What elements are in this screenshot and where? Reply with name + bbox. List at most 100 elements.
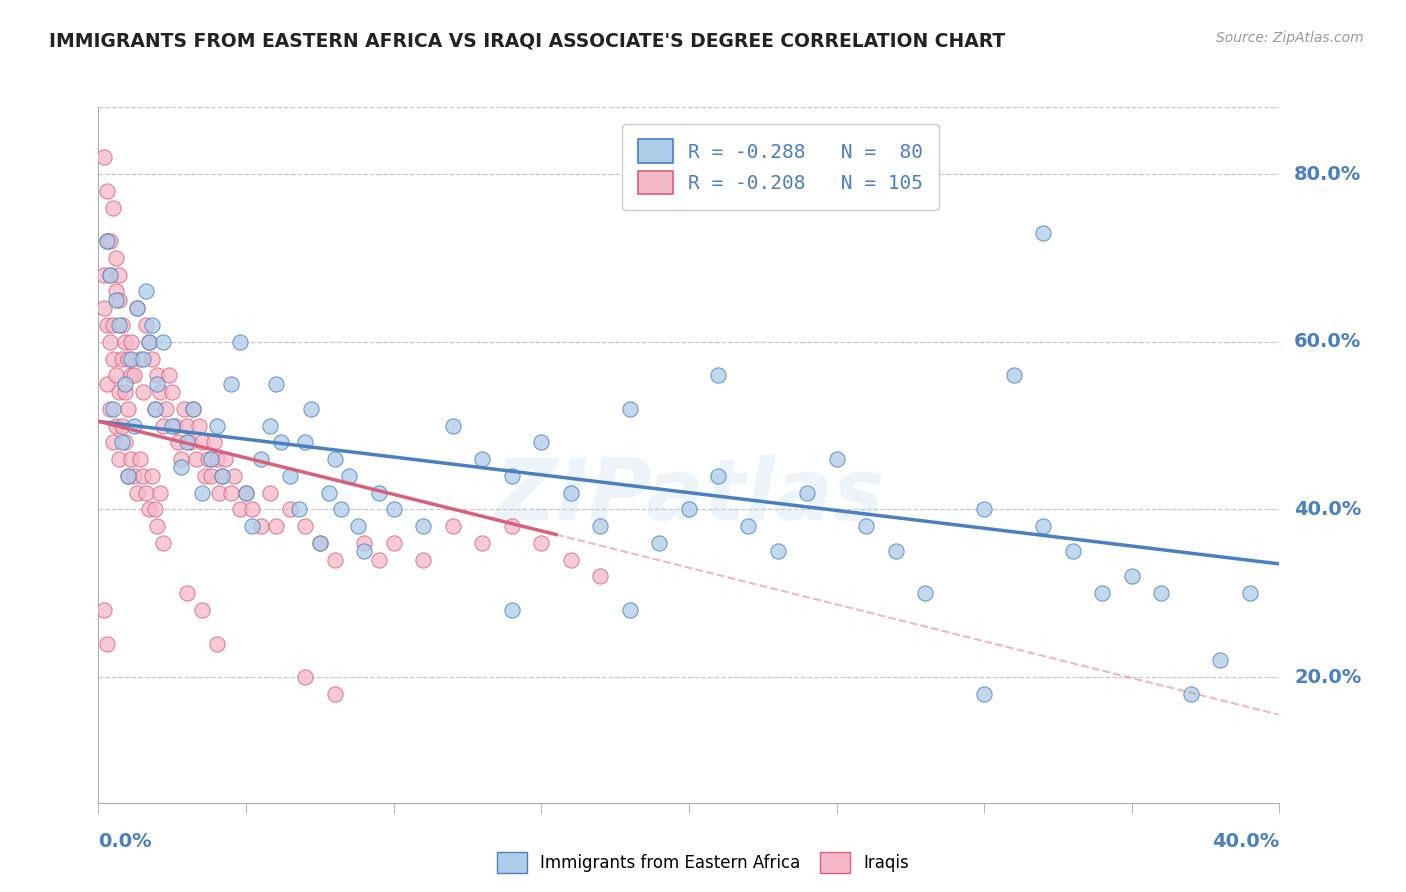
- Point: [200, 452, 222, 467]
- Text: 20.0%: 20.0%: [1294, 667, 1361, 687]
- Point: [240, 519, 263, 533]
- Point: [103, 401, 125, 416]
- Point: [855, 519, 877, 533]
- Point: [143, 502, 166, 516]
- Point: [211, 468, 233, 483]
- Point: [138, 334, 160, 349]
- Point: [93, 268, 115, 282]
- Point: [337, 468, 360, 483]
- Point: [589, 519, 612, 533]
- Point: [105, 293, 128, 307]
- Point: [152, 536, 174, 550]
- Point: [1032, 519, 1054, 533]
- Point: [347, 519, 370, 533]
- Point: [132, 468, 155, 483]
- Point: [132, 351, 155, 366]
- Point: [103, 435, 125, 450]
- Point: [471, 536, 494, 550]
- Point: [294, 519, 316, 533]
- Point: [138, 334, 160, 349]
- Point: [530, 435, 553, 450]
- Point: [1091, 586, 1114, 600]
- Point: [93, 150, 115, 164]
- Point: [96, 636, 118, 650]
- Point: [96, 234, 118, 248]
- Point: [197, 452, 219, 467]
- Point: [143, 401, 166, 416]
- Point: [135, 318, 157, 332]
- Point: [914, 586, 936, 600]
- Point: [157, 368, 180, 383]
- Point: [120, 351, 142, 366]
- Point: [176, 435, 198, 450]
- Point: [93, 301, 115, 316]
- Point: [125, 301, 148, 316]
- Point: [766, 544, 789, 558]
- Point: [589, 569, 612, 583]
- Point: [184, 452, 207, 467]
- Point: [973, 687, 995, 701]
- Point: [501, 468, 523, 483]
- Point: [264, 376, 287, 391]
- Point: [179, 435, 201, 450]
- Point: [796, 485, 818, 500]
- Point: [117, 401, 139, 416]
- Point: [146, 519, 169, 533]
- Point: [103, 201, 125, 215]
- Point: [105, 418, 128, 433]
- Point: [288, 502, 311, 516]
- Point: [191, 603, 214, 617]
- Legend: Immigrants from Eastern Africa, Iraqis: Immigrants from Eastern Africa, Iraqis: [491, 846, 915, 880]
- Point: [105, 251, 128, 265]
- Point: [208, 485, 231, 500]
- Point: [412, 519, 434, 533]
- Point: [211, 468, 233, 483]
- Point: [167, 435, 190, 450]
- Point: [98, 268, 121, 282]
- Point: [501, 519, 523, 533]
- Point: [96, 376, 118, 391]
- Point: [1150, 586, 1173, 600]
- Point: [149, 385, 172, 400]
- Point: [353, 536, 375, 550]
- Point: [973, 502, 995, 516]
- Point: [219, 376, 242, 391]
- Point: [259, 485, 281, 500]
- Text: 0.0%: 0.0%: [98, 832, 152, 851]
- Point: [229, 334, 252, 349]
- Point: [122, 368, 145, 383]
- Point: [229, 502, 252, 516]
- Point: [560, 485, 582, 500]
- Point: [205, 418, 228, 433]
- Point: [1239, 586, 1261, 600]
- Point: [299, 401, 322, 416]
- Point: [1062, 544, 1084, 558]
- Point: [122, 418, 145, 433]
- Point: [240, 502, 263, 516]
- Point: [108, 318, 131, 332]
- Text: IMMIGRANTS FROM EASTERN AFRICA VS IRAQI ASSOCIATE'S DEGREE CORRELATION CHART: IMMIGRANTS FROM EASTERN AFRICA VS IRAQI …: [49, 31, 1005, 50]
- Point: [98, 234, 121, 248]
- Point: [170, 452, 193, 467]
- Point: [125, 301, 148, 316]
- Point: [103, 318, 125, 332]
- Point: [105, 368, 128, 383]
- Point: [294, 670, 316, 684]
- Point: [294, 435, 316, 450]
- Point: [114, 376, 136, 391]
- Point: [132, 385, 155, 400]
- Point: [382, 536, 405, 550]
- Point: [96, 318, 118, 332]
- Point: [214, 452, 236, 467]
- Point: [173, 401, 195, 416]
- Point: [560, 552, 582, 566]
- Point: [318, 485, 340, 500]
- Point: [93, 603, 115, 617]
- Point: [105, 285, 128, 299]
- Point: [149, 485, 172, 500]
- Point: [111, 418, 134, 433]
- Point: [162, 418, 183, 433]
- Point: [323, 452, 346, 467]
- Point: [278, 502, 302, 516]
- Point: [678, 502, 700, 516]
